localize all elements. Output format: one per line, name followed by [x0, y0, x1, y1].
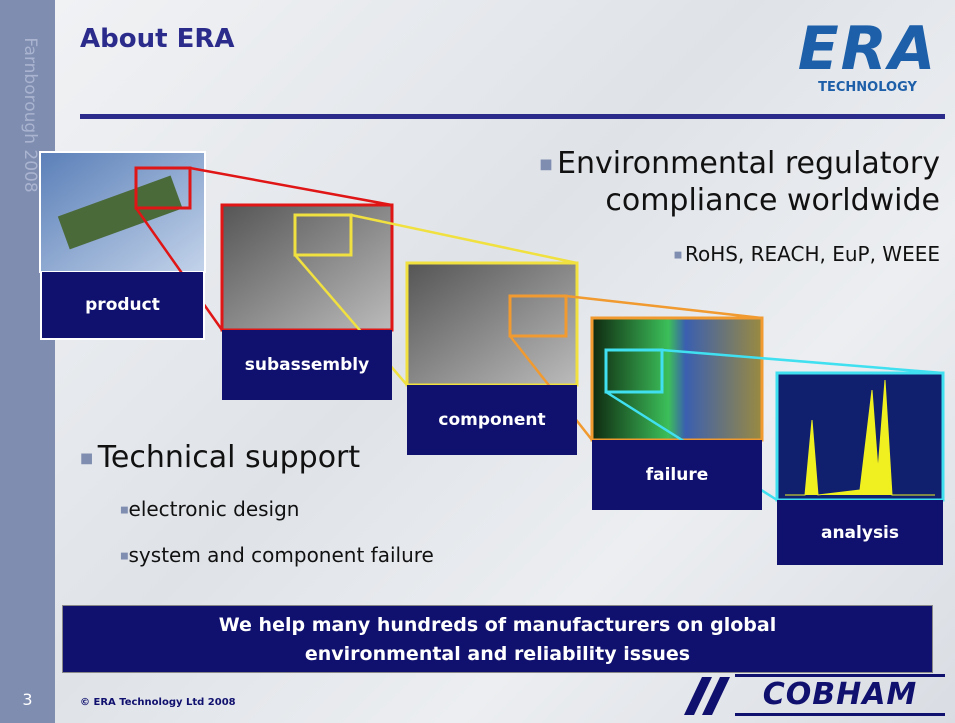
stage-label: analysis	[777, 500, 943, 565]
sub-bullet: ■system and component failure	[120, 543, 434, 567]
stage-label: product	[40, 272, 205, 340]
zoom-line	[566, 296, 762, 318]
bullet-main: ■ Environmental regulatory	[420, 145, 940, 184]
bullet-text: Technical support	[98, 440, 360, 475]
sub-bullet: ■ RoHS, REACH, EuP, WEEE	[560, 242, 940, 266]
partner-logo: COBHAM	[735, 674, 945, 716]
bullet-text: electronic design	[129, 497, 300, 521]
copyright: © ERA Technology Ltd 2008	[80, 697, 236, 708]
stage-label: component	[407, 385, 577, 455]
stage-label: subassembly	[222, 330, 392, 400]
bullet-cont: compliance worldwide	[420, 182, 940, 220]
bullet-text: system and component failure	[129, 543, 434, 567]
failure-image	[592, 318, 762, 440]
bullet-text: RoHS, REACH, EuP, WEEE	[685, 242, 940, 266]
banner-line: environmental and reliability issues	[63, 640, 932, 669]
component-image	[407, 263, 577, 385]
sub-bullet: ■electronic design	[120, 497, 299, 521]
slide: Farnborough 2008 About ERA ERA TECHNOLOG…	[0, 0, 955, 723]
zoom-line	[190, 168, 392, 205]
analysis-image	[777, 373, 943, 500]
banner-line: We help many hundreds of manufacturers o…	[63, 611, 932, 640]
page-number: 3	[0, 690, 55, 709]
bullet-main: ■ Technical support	[80, 440, 360, 475]
banner: We help many hundreds of manufacturers o…	[62, 605, 933, 673]
stage-label: failure	[592, 440, 762, 510]
bullet-text: Environmental regulatory	[557, 146, 940, 181]
